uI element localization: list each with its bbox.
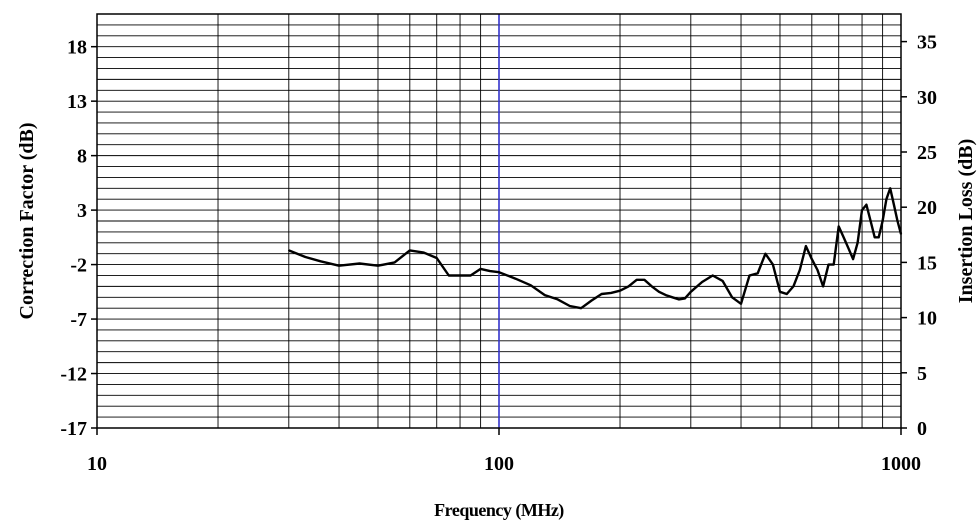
data-point	[580, 307, 582, 309]
y-tick-label: 13	[67, 91, 87, 113]
data-point	[651, 285, 653, 288]
y-tick-label: -2	[70, 255, 87, 277]
data-point	[798, 269, 801, 271]
data-point	[779, 291, 781, 293]
data-point	[832, 263, 835, 266]
y-right-tick-label: 0	[917, 418, 927, 440]
data-point	[643, 279, 646, 281]
x-tick-label: 1000	[881, 453, 921, 475]
data-point	[748, 274, 751, 277]
data-point	[556, 298, 559, 301]
y-tick-label: 8	[77, 146, 87, 168]
data-point	[600, 293, 603, 295]
data-point	[304, 256, 307, 258]
data-point	[610, 292, 612, 294]
y-axis-right-title: Insertion Loss (dB)	[955, 139, 977, 303]
data-point	[772, 263, 774, 266]
y-right-tick-label: 20	[917, 197, 937, 219]
data-point	[869, 220, 872, 222]
data-point	[409, 249, 411, 252]
y-right-tick-label: 35	[917, 32, 937, 54]
data-point	[822, 285, 824, 288]
data-point	[837, 225, 840, 228]
data-point	[671, 296, 674, 299]
data-point	[893, 203, 895, 206]
data-point	[842, 236, 845, 239]
y-tick-label: 3	[77, 200, 87, 222]
data-series-line	[288, 187, 903, 310]
data-point	[590, 299, 593, 302]
data-point	[619, 289, 621, 292]
data-point	[896, 220, 899, 222]
y-right-tick-label: 15	[917, 252, 937, 274]
data-point	[377, 264, 379, 267]
data-point	[665, 294, 667, 296]
x-axis-title: Frequency (MHz)	[434, 500, 564, 521]
data-point	[530, 284, 532, 287]
series-layer	[288, 187, 903, 310]
y-right-tick-label: 5	[917, 363, 927, 385]
tick-labels: 18 13 8 3 -2 -7 -12 -17 35 30 25 20 15 10 5 0 10 100 1000	[60, 32, 937, 475]
data-point	[627, 285, 630, 288]
data-point	[568, 305, 571, 307]
data-point	[514, 277, 517, 280]
data-point	[811, 258, 813, 260]
data-point	[885, 198, 888, 201]
data-point	[792, 285, 795, 288]
data-point	[805, 245, 807, 247]
data-point	[677, 298, 680, 301]
x-tick-label: 100	[484, 453, 514, 475]
data-point	[447, 274, 450, 277]
data-point	[393, 261, 396, 264]
data-point	[635, 279, 638, 281]
data-point	[498, 271, 500, 274]
data-point	[288, 249, 290, 252]
data-point	[422, 251, 425, 254]
data-point	[861, 209, 863, 211]
data-point	[479, 268, 482, 270]
data-point	[435, 257, 438, 259]
data-point	[684, 297, 686, 300]
data-point	[786, 293, 788, 295]
data-point	[658, 291, 660, 293]
y-tick-label: -7	[70, 309, 87, 331]
data-point	[721, 280, 724, 282]
data-point	[881, 220, 884, 222]
data-point	[889, 187, 891, 190]
data-point	[816, 269, 819, 271]
data-point	[847, 247, 850, 250]
data-point	[459, 274, 461, 277]
y-right-tick-label: 25	[917, 142, 937, 164]
data-point	[544, 294, 546, 296]
data-point	[856, 241, 859, 244]
y-tick-label: 18	[67, 37, 87, 59]
data-point	[852, 258, 854, 260]
data-point	[865, 203, 868, 206]
data-point	[469, 274, 472, 277]
data-point	[764, 252, 767, 255]
data-point	[873, 236, 876, 239]
data-point	[711, 274, 714, 277]
y-right-tick-label: 10	[917, 308, 937, 330]
data-point	[731, 296, 733, 299]
data-point	[877, 236, 880, 239]
x-tick-label: 10	[87, 453, 107, 475]
y-axis-title: Correction Factor (dB)	[16, 123, 38, 320]
data-point	[489, 270, 491, 272]
data-point	[338, 264, 340, 267]
y-tick-label: -12	[60, 364, 87, 386]
data-point	[690, 291, 692, 293]
data-point	[756, 272, 759, 275]
data-point	[701, 281, 703, 283]
y-tick-label: -17	[60, 418, 87, 440]
data-point	[740, 303, 742, 305]
data-point	[358, 262, 361, 265]
data-point	[827, 263, 830, 266]
y-right-tick-label: 30	[917, 87, 937, 109]
data-point	[319, 260, 322, 263]
